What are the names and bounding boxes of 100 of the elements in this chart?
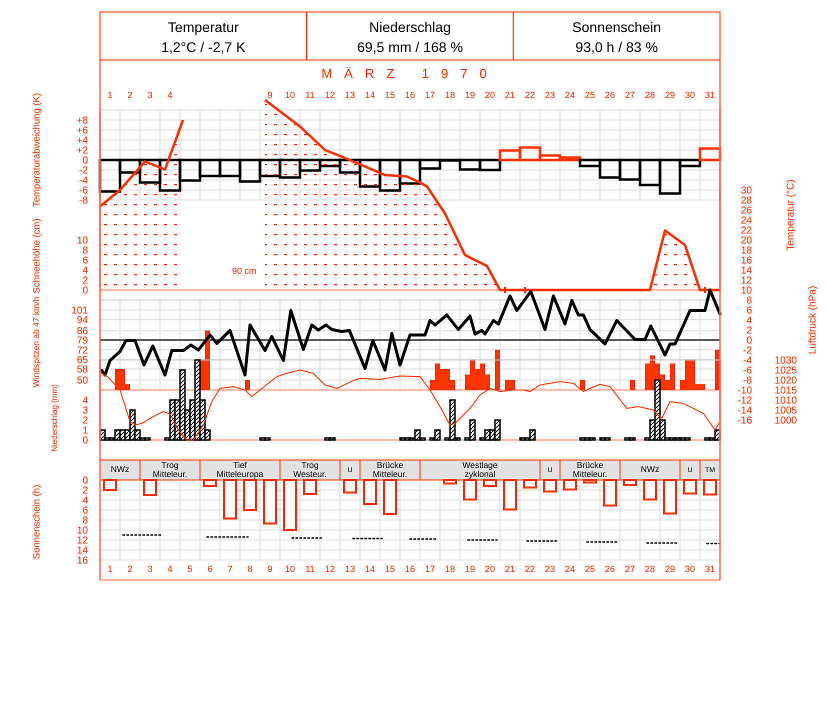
x-tick-label: 1: [107, 90, 113, 100]
y-tick-label: 58: [76, 364, 88, 376]
y2-tick-label: 20: [740, 236, 752, 246]
y-tick-label: -2: [79, 166, 88, 176]
x-tick-label: 17: [424, 90, 436, 100]
y-tick-label: 0: [82, 476, 88, 486]
x-tick-label: 16: [404, 564, 416, 574]
y3-tick-label: 1030: [774, 356, 798, 366]
y2-tick-label: 28: [740, 196, 752, 206]
x-tick-label: 12: [324, 564, 336, 574]
band-label: Tief Mitteleuropa: [216, 460, 264, 479]
x-tick-label: 18: [444, 90, 456, 100]
text: Niederschlag: [369, 19, 451, 35]
band-label: Trog Mitteleur.: [152, 460, 188, 479]
y2-tick-label: -4: [743, 356, 752, 366]
x-tick-label: 20: [484, 90, 496, 100]
y-tick-label: 8: [82, 246, 88, 256]
text: 93,0 h / 83 %: [575, 39, 658, 55]
y-axis-title: Temperaturabweichung (K): [31, 92, 42, 208]
y2-tick-label: 0: [746, 336, 752, 346]
y-tick-label: 0: [82, 156, 88, 166]
x-tick-label: 25: [584, 90, 596, 100]
band-label: Trog Westeur.: [293, 460, 327, 479]
y-tick-label: 16: [76, 556, 88, 566]
band-label: NWz: [110, 464, 130, 474]
y-tick-label: +4: [76, 136, 88, 146]
x-tick-label: 17: [424, 564, 436, 574]
y-axis-title: Windspitzen ab 47 km/h: [30, 296, 41, 388]
y2-tick-label: -8: [743, 376, 752, 386]
x-tick-label: 9: [267, 564, 273, 574]
y2-tick-label: 14: [740, 266, 752, 276]
y3-tick-label: 1025: [774, 366, 798, 376]
x-tick-label: 14: [364, 90, 376, 100]
x-tick-label: 13: [344, 564, 356, 574]
y-tick-label: 2: [82, 416, 88, 426]
y-tick-label: 4: [82, 496, 88, 506]
x-tick-label: 21: [504, 90, 516, 100]
x-tick-label: 15: [384, 90, 396, 100]
chart-title: MÄRZ 1970: [321, 66, 499, 81]
y3-tick-label: 1005: [774, 406, 798, 416]
x-tick-label: 24: [564, 90, 576, 100]
x-tick-label: 24: [564, 564, 576, 574]
x-tick-label: 29: [664, 90, 676, 100]
x-tick-label: 11: [305, 90, 315, 100]
x-tick-label: 19: [464, 90, 476, 100]
y2-tick-label: 8: [746, 296, 752, 306]
y3-axis-title: Luftdruck (hPa): [808, 286, 818, 354]
y2-tick-label: 4: [746, 316, 752, 326]
y-tick-label: 6: [82, 506, 88, 516]
x-tick-label: 23: [544, 564, 556, 574]
x-tick-label: 22: [524, 564, 536, 574]
x-tick-label: 10: [284, 564, 296, 574]
x-tick-label: 21: [504, 564, 516, 574]
x-tick-label: 31: [704, 564, 716, 574]
y-tick-label: 10: [76, 236, 88, 246]
y-tick-label: 8: [82, 516, 88, 526]
y-tick-label: 3: [82, 406, 88, 416]
y2-tick-label: -16: [738, 416, 752, 426]
band-label: Brücke Mitteleur.: [572, 460, 608, 479]
y-tick-label: 79: [76, 336, 88, 347]
x-tick-label: 1: [107, 564, 113, 574]
x-tick-label: 6: [207, 564, 213, 574]
y2-tick-label: 6: [746, 306, 752, 316]
y-tick-label: -6: [79, 186, 88, 196]
x-tick-label: 4: [167, 90, 173, 100]
y3-tick-label: 1000: [774, 416, 798, 426]
x-tick-label: 25: [584, 564, 596, 574]
y-tick-label: 0: [82, 286, 88, 296]
y-tick-label: 101: [71, 306, 88, 317]
x-tick-label: 3: [147, 564, 153, 574]
y2-tick-label: 30: [740, 186, 752, 196]
x-tick-label: 26: [604, 90, 616, 100]
y-axis-title: Sonnenschein (h): [31, 484, 42, 560]
x-tick-label: 3: [147, 90, 153, 100]
y2-tick-label: -14: [738, 406, 752, 416]
y-tick-label: 4: [82, 396, 88, 406]
y3-tick-label: 1010: [774, 396, 798, 406]
y2-tick-label: 18: [740, 246, 752, 256]
y2-tick-label: 24: [740, 216, 752, 226]
y-tick-label: 94: [76, 315, 88, 326]
x-tick-label: 8: [247, 564, 253, 574]
y2-tick-label: -12: [738, 396, 752, 406]
x-tick-label: 28: [644, 90, 656, 100]
x-tick-label: 31: [704, 90, 716, 100]
x-tick-label: 2: [127, 564, 133, 574]
text: 69,5 mm / 168 %: [357, 39, 463, 55]
x-tick-label: 4: [167, 564, 173, 574]
text: 1,2°C / -2,7 K: [161, 39, 246, 55]
y2-axis-title: Temperatur (°C): [786, 179, 796, 251]
x-tick-label: 15: [384, 564, 396, 574]
y-tick-label: 0: [82, 436, 88, 446]
y-tick-label: 6: [82, 256, 88, 266]
x-tick-label: 14: [364, 564, 376, 574]
y-tick-label: 14: [76, 546, 88, 556]
y-tick-label: -8: [79, 196, 88, 206]
y2-tick-label: 26: [740, 206, 752, 216]
y-tick-label: 12: [76, 536, 88, 546]
annotation: 90 cm: [232, 266, 257, 276]
y2-tick-label: 2: [746, 326, 752, 336]
x-tick-label: 5: [187, 564, 193, 574]
